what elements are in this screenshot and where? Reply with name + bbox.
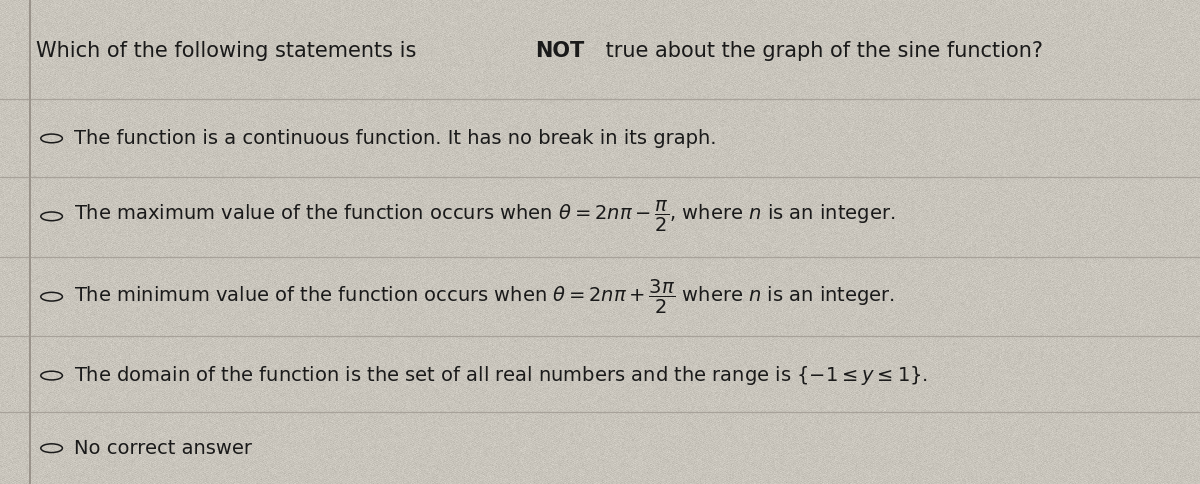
Text: Which of the following statements is: Which of the following statements is [36, 41, 424, 61]
Text: The domain of the function is the set of all real numbers and the range is $\{-1: The domain of the function is the set of… [74, 364, 929, 387]
Text: No correct answer: No correct answer [74, 439, 252, 458]
Text: The maximum value of the function occurs when $\theta = 2n\pi - \dfrac{\pi}{2}$,: The maximum value of the function occurs… [74, 199, 895, 234]
Text: The minimum value of the function occurs when $\theta = 2n\pi + \dfrac{3\pi}{2}$: The minimum value of the function occurs… [74, 278, 895, 316]
Text: NOT: NOT [535, 41, 584, 61]
Text: true about the graph of the sine function?: true about the graph of the sine functio… [599, 41, 1043, 61]
Text: The function is a continuous function. It has no break in its graph.: The function is a continuous function. I… [74, 129, 716, 148]
